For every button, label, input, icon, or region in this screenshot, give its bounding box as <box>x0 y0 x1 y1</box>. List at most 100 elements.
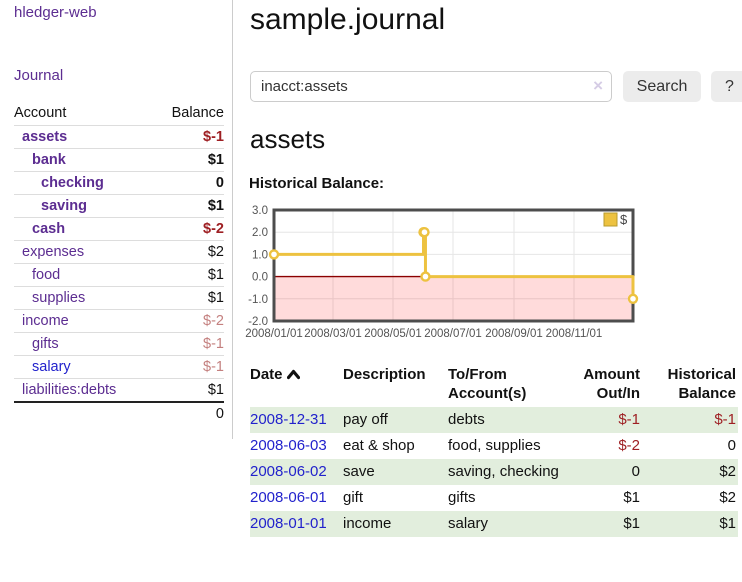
register-row: 2008-06-01 gift gifts $1 $2 <box>250 485 738 511</box>
accounts-table: Account Balance assets $-1 bank $1 checking 0… <box>14 102 224 425</box>
register-row: 2008-06-03 eat & shop food, supplies $-2 0 <box>250 433 738 459</box>
x-tick-label: 2008/07/01 <box>424 328 482 340</box>
register-row: 2008-06-02 save saving, checking 0 $2 <box>250 459 738 485</box>
register-header-date[interactable]: Date <box>250 363 343 407</box>
account-row: gifts $-1 <box>14 332 224 356</box>
register-cell-accounts: salary <box>448 515 489 532</box>
account-row: liabilities:debts $1 <box>14 379 224 403</box>
register-header-row: Date Description To/From Account(s) Amou… <box>250 363 738 407</box>
account-balance: $1 <box>207 382 224 398</box>
accounts-total-row: 0 <box>14 401 224 425</box>
register-row: 2008-01-01 income salary $1 $1 <box>250 511 738 537</box>
sidebar-account-link[interactable]: food <box>32 267 61 283</box>
search-form: × Search ? <box>250 71 742 102</box>
accounts-header-account: Account <box>14 102 153 126</box>
accounts-total-spacer <box>14 401 153 425</box>
register-cell-accounts: gifts <box>448 489 476 506</box>
register-cell-amount: $1 <box>623 515 640 532</box>
y-tick-label: -2.0 <box>248 316 268 328</box>
sidebar-account-link[interactable]: expenses <box>22 244 85 260</box>
transaction-date-link[interactable]: 2008-06-02 <box>250 463 327 480</box>
register-cell-description: income <box>343 515 392 532</box>
balance-header-line2: Balance <box>678 385 736 402</box>
negative-region <box>274 276 633 321</box>
register-cell-description: eat & shop <box>343 437 415 454</box>
account-row: income $-2 <box>14 309 224 333</box>
clear-search-icon[interactable]: × <box>593 76 603 95</box>
data-point-marker <box>268 249 280 260</box>
data-point-marker <box>420 271 431 282</box>
transaction-date-link[interactable]: 2008-12-31 <box>250 411 327 428</box>
y-tick-label: 3.0 <box>252 205 268 217</box>
sidebar-account-link[interactable]: salary <box>32 359 71 375</box>
account-row: assets $-1 <box>14 125 224 149</box>
y-tick-label: -1.0 <box>248 294 268 306</box>
register-header-description: Description <box>343 366 426 383</box>
register-cell-date: 2008-01-01 <box>250 511 343 537</box>
legend-label: $ <box>620 212 628 227</box>
sidebar-account-link[interactable]: liabilities:debts <box>22 382 117 398</box>
balance-header-line1: Historical <box>667 366 736 383</box>
chart-frame <box>272 208 635 323</box>
search-input-wrap: × <box>250 71 612 102</box>
register-cell-balance: $2 <box>719 489 736 506</box>
help-button[interactable]: ? <box>711 71 742 102</box>
register-cell-description: gift <box>343 489 364 506</box>
sidebar-account-link[interactable]: checking <box>41 175 104 191</box>
legend-swatch <box>603 212 618 227</box>
account-balance: $-1 <box>152 355 224 379</box>
date-header-label: Date <box>250 366 283 383</box>
sidebar-account-link[interactable]: assets <box>22 129 68 145</box>
register-cell-balance: $-1 <box>714 411 736 428</box>
sidebar-account-link[interactable]: cash <box>32 221 66 237</box>
register-cell-balance: $1 <box>719 515 736 532</box>
search-input[interactable] <box>250 71 612 102</box>
transaction-date-link[interactable]: 2008-06-01 <box>250 489 327 506</box>
account-balance: $2 <box>152 240 224 264</box>
account-balance: 0 <box>152 171 224 195</box>
register-cell-amount: $1 <box>623 489 640 506</box>
x-tick-label: 2008/03/01 <box>304 328 362 340</box>
transaction-date-link[interactable]: 2008-01-01 <box>250 515 327 532</box>
sidebar-account-link[interactable]: saving <box>41 198 87 214</box>
sidebar-item-journal[interactable]: Journal <box>14 67 64 84</box>
transaction-date-link[interactable]: 2008-06-03 <box>250 437 327 454</box>
register-table: Date Description To/From Account(s) Amou… <box>250 363 738 537</box>
account-balance: $1 <box>152 263 224 287</box>
account-balance: $-2 <box>152 309 224 333</box>
account-row: supplies $1 <box>14 286 224 310</box>
amount-header-line2: Out/In <box>596 385 640 402</box>
account-row: expenses $2 <box>14 240 224 264</box>
search-button[interactable]: Search <box>623 71 701 102</box>
account-row: food $1 <box>14 263 224 287</box>
account-balance: $-2 <box>152 217 224 241</box>
account-row: bank $1 <box>14 148 224 172</box>
main-content: sample.journal × Search ? assets Histori… <box>240 0 742 582</box>
accounts-total-value: 0 <box>152 401 224 425</box>
register-cell-date: 2008-06-02 <box>250 459 343 485</box>
register-cell-amount: $-2 <box>618 437 640 454</box>
register-cell-accounts: debts <box>448 411 485 428</box>
data-point-marker <box>627 293 639 305</box>
x-tick-label: 2008/01/01 <box>245 328 303 340</box>
account-balance: $-1 <box>152 125 224 149</box>
y-tick-label: 2.0 <box>252 227 268 239</box>
register-cell-date: 2008-06-03 <box>250 433 343 459</box>
sidebar-account-link[interactable]: bank <box>32 152 66 168</box>
account-row: saving $1 <box>14 194 224 218</box>
register-cell-accounts: food, supplies <box>448 437 541 454</box>
account-balance: $1 <box>152 148 224 172</box>
sidebar-account-link[interactable]: income <box>22 313 69 329</box>
accounts-header-balance: Balance <box>152 102 224 126</box>
register-cell-description: save <box>343 463 375 480</box>
accounts-header-line2: Account(s) <box>448 385 527 402</box>
page-title: sample.journal <box>250 3 446 36</box>
app-brand-link[interactable]: hledger-web <box>14 4 97 21</box>
register-cell-accounts: saving, checking <box>448 463 559 480</box>
sidebar-account-link[interactable]: supplies <box>32 290 86 306</box>
sidebar-account-link[interactable]: gifts <box>32 336 59 352</box>
register-cell-date: 2008-06-01 <box>250 485 343 511</box>
x-tick-label: 2008/11/01 <box>546 328 603 340</box>
accounts-header-line1: To/From <box>448 366 507 383</box>
account-row: checking 0 <box>14 171 224 195</box>
